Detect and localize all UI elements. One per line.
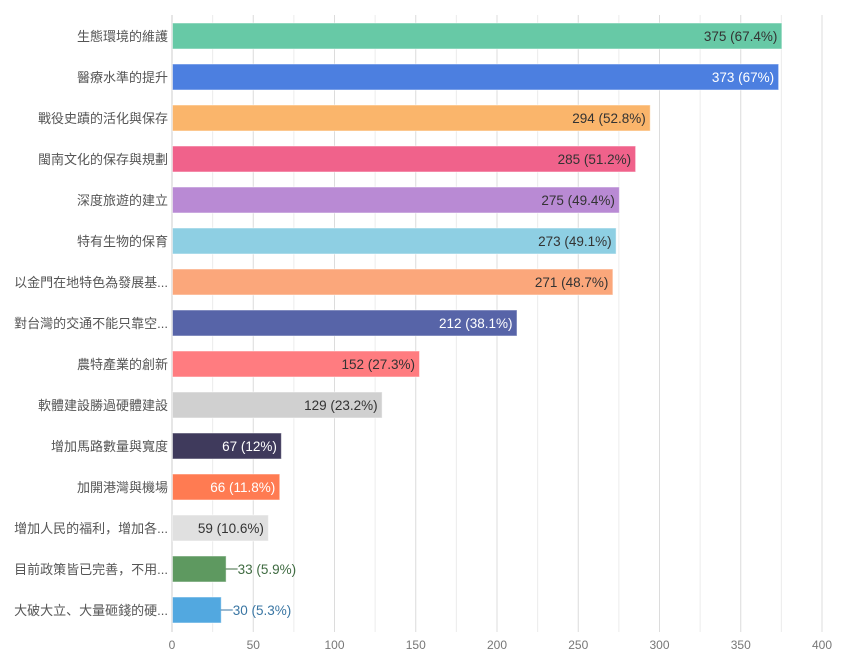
category-label: 軟體建設勝過硬體建設 — [38, 398, 168, 413]
bar — [172, 309, 518, 337]
data-label: 129 (23.2%) — [304, 398, 378, 413]
category-label: 醫療水準的提升 — [77, 70, 168, 85]
category-label: 加開港灣與機場 — [77, 480, 168, 495]
category-label: 以金門在地特色為發展基... — [14, 275, 168, 290]
data-label: 275 (49.4%) — [541, 193, 615, 208]
data-label: 67 (12%) — [222, 439, 277, 454]
x-tick-label: 150 — [406, 638, 426, 652]
bar — [172, 350, 420, 378]
category-label: 增加馬路數量與寬度 — [51, 439, 168, 454]
data-label: 212 (38.1%) — [439, 316, 513, 331]
bar — [172, 63, 780, 91]
bar — [172, 432, 282, 460]
category-label: 對台灣的交通不能只靠空... — [14, 316, 168, 331]
data-label: 152 (27.3%) — [341, 357, 415, 372]
category-label: 大破大立、大量砸錢的硬... — [14, 603, 168, 618]
data-label: 294 (52.8%) — [572, 111, 646, 126]
category-label: 戰役史蹟的活化與保存 — [38, 111, 168, 126]
bar — [172, 473, 281, 501]
bar — [172, 104, 651, 132]
bar — [172, 514, 269, 542]
x-tick-label: 400 — [812, 638, 832, 652]
bar — [172, 596, 222, 624]
data-label: 59 (10.6%) — [198, 521, 264, 536]
x-tick-label: 250 — [568, 638, 588, 652]
x-tick-label: 200 — [487, 638, 507, 652]
x-tick-label: 350 — [731, 638, 751, 652]
category-label: 特有生物的保育 — [77, 234, 168, 249]
data-label: 273 (49.1%) — [538, 234, 612, 249]
bar — [172, 268, 614, 296]
data-label: 33 (5.9%) — [238, 562, 297, 577]
x-tick-label: 100 — [324, 638, 344, 652]
bar — [172, 22, 783, 50]
x-tick-label: 50 — [247, 638, 261, 652]
category-label: 目前政策皆已完善，不用... — [14, 562, 168, 577]
x-tick-label: 300 — [649, 638, 669, 652]
data-label: 66 (11.8%) — [210, 480, 275, 495]
category-label: 增加人民的福利，增加各... — [14, 521, 168, 536]
category-label: 生態環境的維護 — [77, 29, 168, 44]
bar — [172, 186, 620, 214]
bar — [172, 145, 637, 173]
data-label: 30 (5.3%) — [233, 603, 292, 618]
data-label: 271 (48.7%) — [535, 275, 609, 290]
data-label: 375 (67.4%) — [704, 29, 778, 44]
x-tick-label: 0 — [169, 638, 176, 652]
data-label: 285 (51.2%) — [558, 152, 632, 167]
category-label: 農特產業的創新 — [77, 357, 168, 372]
category-label: 閩南文化的保存與規劃 — [38, 152, 168, 167]
category-label: 深度旅遊的建立 — [77, 193, 168, 208]
bar — [172, 391, 383, 419]
bar — [172, 555, 227, 583]
bar — [172, 227, 617, 255]
data-label: 373 (67%) — [712, 70, 774, 85]
